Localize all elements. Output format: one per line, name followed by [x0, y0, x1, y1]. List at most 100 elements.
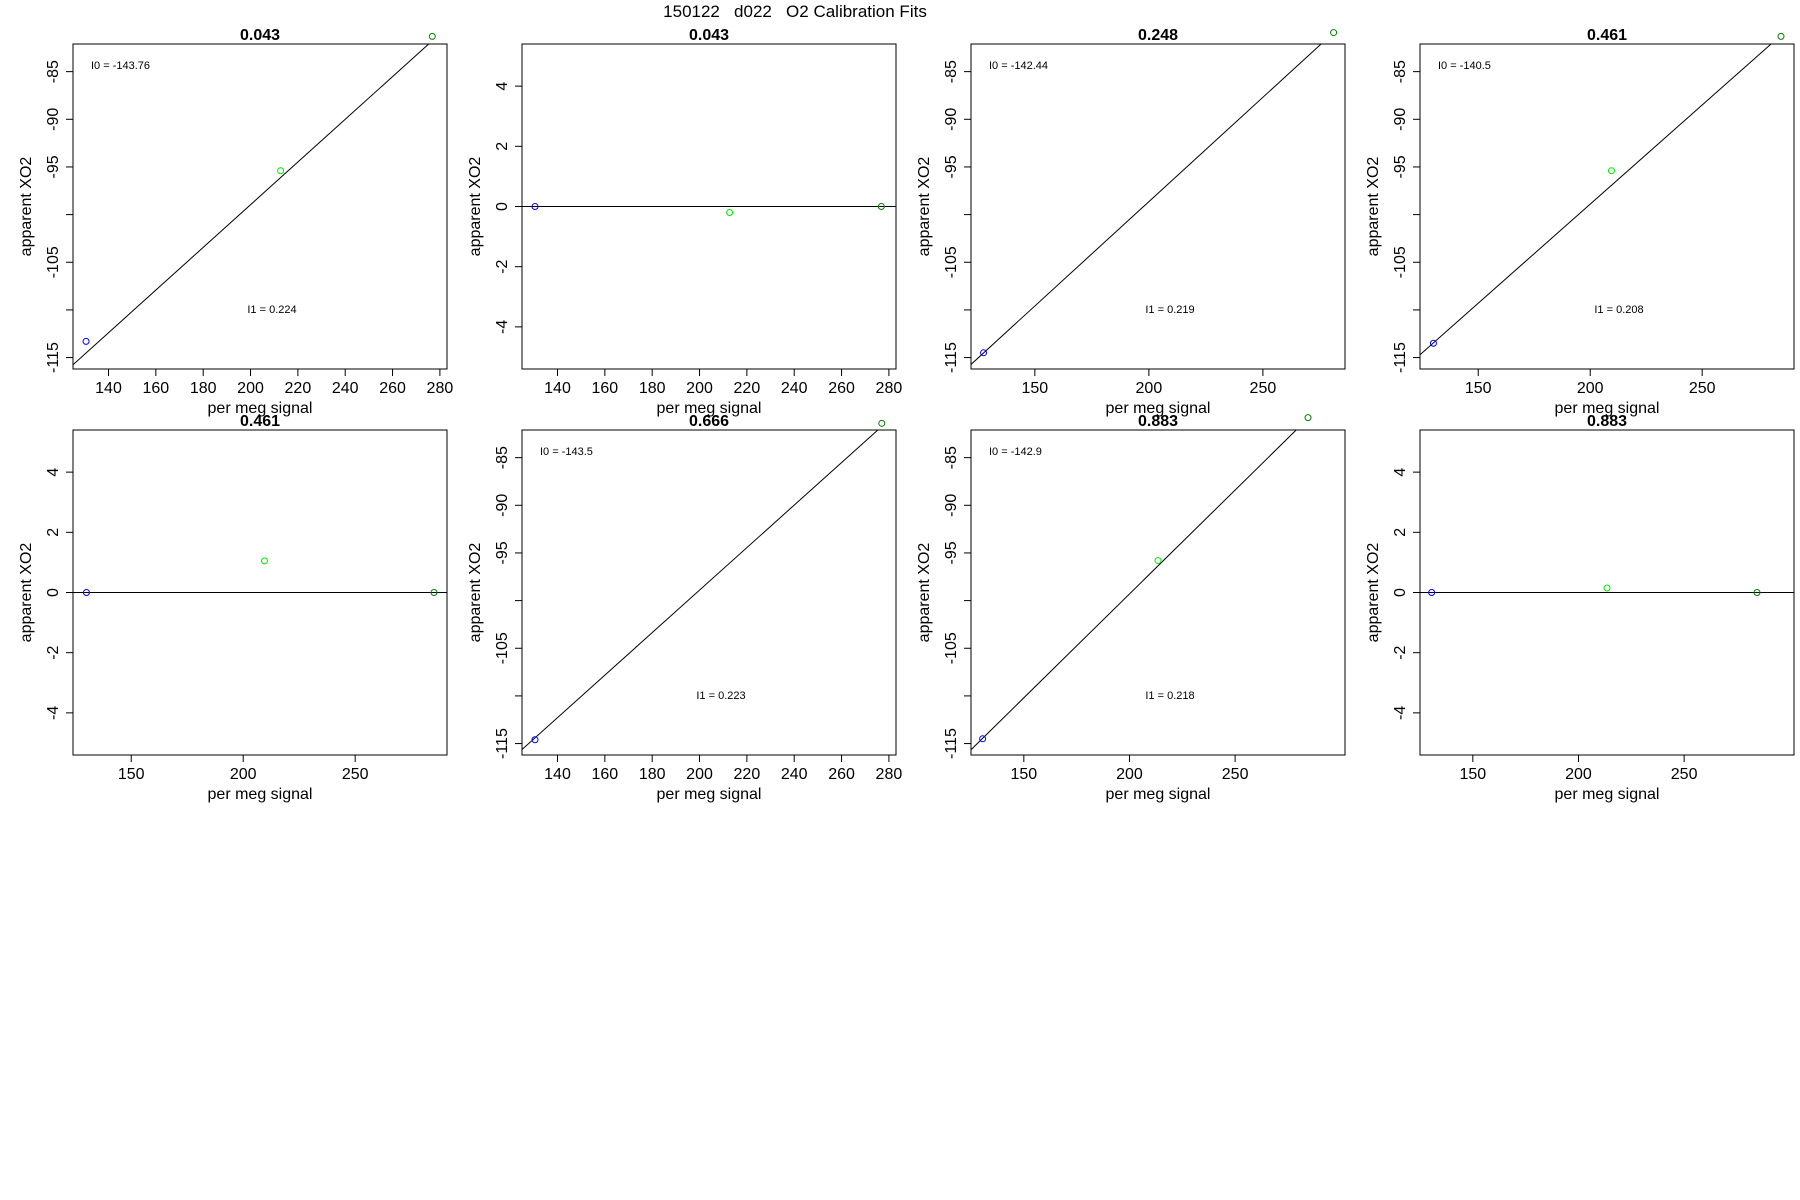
calibration-panel: 0.461 150 200 250 per meg signal -85 -90 -95 -10… — [1365, 27, 1795, 417]
data-point-high — [1753, 589, 1761, 596]
y-tick-label: -90 — [494, 494, 511, 517]
x-tick-label: 280 — [876, 766, 903, 783]
data-point-low — [531, 736, 539, 744]
x-tick-label: 200 — [686, 766, 713, 783]
y-tick-label: -105 — [943, 246, 960, 278]
calibration-panel: 0.461 150 200 250 per meg signal 4 2 0 -2 -4 appar… — [18, 413, 448, 803]
y-tick-label: -2 — [494, 259, 511, 273]
y-tick-label: -4 — [45, 706, 62, 720]
y-tick-label: -105 — [494, 632, 511, 664]
intercept-annotation: I0 = -142.9 — [989, 446, 1042, 458]
plot-frame — [970, 429, 1346, 756]
y-tick-label: 0 — [494, 202, 511, 211]
data-point-low — [1429, 339, 1437, 347]
data-point-low — [82, 337, 90, 345]
x-tick-label: 250 — [1222, 766, 1249, 783]
data-point-mid — [726, 209, 734, 217]
x-axis-label: per meg signal — [1555, 400, 1660, 417]
y-tick-label: 0 — [45, 588, 62, 597]
y-axis-label: apparent XO2 — [467, 543, 484, 643]
slope-annotation: I1 = 0.219 — [1145, 304, 1194, 316]
page-title: 150122 d022 O2 Calibration Fits — [663, 2, 927, 21]
y-tick-label: -95 — [943, 541, 960, 564]
y-tick-label: 2 — [494, 142, 511, 151]
data-point-high — [1330, 29, 1338, 37]
data-point-low — [1428, 589, 1436, 596]
y-tick-label: -115 — [1392, 342, 1409, 373]
data-point-mid — [1607, 167, 1615, 175]
x-tick-label: 220 — [734, 766, 761, 783]
fit-line — [522, 430, 879, 750]
y-tick-label: -105 — [45, 246, 62, 278]
x-axis-label: per meg signal — [1555, 786, 1660, 803]
x-tick-label: 200 — [237, 380, 264, 397]
x-tick-label: 150 — [118, 766, 145, 783]
x-tick-label: 150 — [1010, 766, 1037, 783]
plot-frame — [970, 43, 1346, 370]
x-tick-label: 250 — [1250, 380, 1277, 397]
y-tick-label: -85 — [943, 60, 960, 83]
calibration-panel: 0.883 150 200 250 per meg signal -85 -90 -95 -10… — [916, 413, 1346, 803]
y-axis-label: apparent XO2 — [916, 157, 933, 257]
plot-frame — [72, 43, 448, 370]
panel-title: 0.043 — [689, 27, 729, 44]
data-point-low — [979, 735, 987, 743]
panel-title: 0.666 — [689, 413, 729, 430]
slope-annotation: I1 = 0.223 — [696, 690, 745, 702]
x-tick-label: 260 — [828, 766, 855, 783]
y-tick-label: -95 — [494, 541, 511, 564]
y-axis-label: apparent XO2 — [467, 157, 484, 257]
x-axis-label: per meg signal — [657, 786, 762, 803]
x-tick-label: 200 — [686, 380, 713, 397]
panel-title: 0.043 — [240, 27, 280, 44]
x-tick-label: 150 — [1465, 380, 1492, 397]
data-point-mid — [1154, 557, 1162, 565]
y-tick-label: -90 — [1392, 108, 1409, 131]
slope-annotation: I1 = 0.224 — [247, 304, 296, 316]
fit-line — [73, 44, 430, 366]
intercept-annotation: I0 = -143.76 — [91, 60, 150, 72]
x-tick-label: 140 — [544, 380, 571, 397]
y-axis-label: apparent XO2 — [916, 543, 933, 643]
x-tick-label: 250 — [1671, 766, 1698, 783]
y-tick-label: -105 — [1392, 246, 1409, 278]
x-tick-label: 200 — [1136, 380, 1163, 397]
y-tick-label: -95 — [1392, 155, 1409, 178]
calibration-panel: 0.666 140 160 180 200 220 240 260 280 per meg sig… — [467, 413, 902, 803]
x-tick-label: 160 — [142, 380, 169, 397]
y-tick-label: -115 — [943, 342, 960, 373]
x-tick-label: 200 — [1116, 766, 1143, 783]
plot-frame — [521, 429, 897, 756]
x-tick-label: 150 — [1022, 380, 1049, 397]
y-axis-label: apparent XO2 — [18, 543, 35, 643]
panel-title: 0.461 — [1587, 27, 1627, 44]
data-point-mid — [277, 167, 285, 175]
calibration-panel: 0.883 150 200 250 per meg signal 4 2 0 -2 -4 appar… — [1365, 413, 1795, 803]
calibration-panel: 0.248 150 200 250 per meg signal -85 -90 -95 -10… — [916, 27, 1346, 417]
x-tick-label: 260 — [828, 380, 855, 397]
y-tick-label: 4 — [45, 468, 62, 477]
data-point-high — [1304, 414, 1312, 422]
intercept-annotation: I0 = -140.5 — [1438, 60, 1491, 72]
y-tick-label: 2 — [45, 528, 62, 537]
slope-annotation: I1 = 0.218 — [1145, 690, 1194, 702]
x-axis-label: per meg signal — [208, 786, 313, 803]
fit-line — [1420, 44, 1772, 356]
y-tick-label: -2 — [45, 645, 62, 659]
calibration-panel: 0.043 140 160 180 200 220 240 260 280 per meg sig… — [18, 27, 453, 417]
y-tick-label: -105 — [943, 632, 960, 664]
data-point-mid — [260, 557, 268, 565]
x-tick-label: 180 — [639, 380, 666, 397]
x-tick-label: 260 — [379, 380, 406, 397]
y-tick-label: -85 — [45, 60, 62, 83]
x-axis-label: per meg signal — [1106, 400, 1211, 417]
y-tick-label: -90 — [943, 108, 960, 131]
y-tick-label: 2 — [1392, 528, 1409, 537]
x-tick-label: 180 — [190, 380, 217, 397]
data-point-high — [877, 203, 885, 210]
x-tick-label: 280 — [427, 380, 454, 397]
x-tick-label: 160 — [591, 766, 618, 783]
fit-line — [971, 44, 1322, 365]
panel-title: 0.883 — [1587, 413, 1627, 430]
